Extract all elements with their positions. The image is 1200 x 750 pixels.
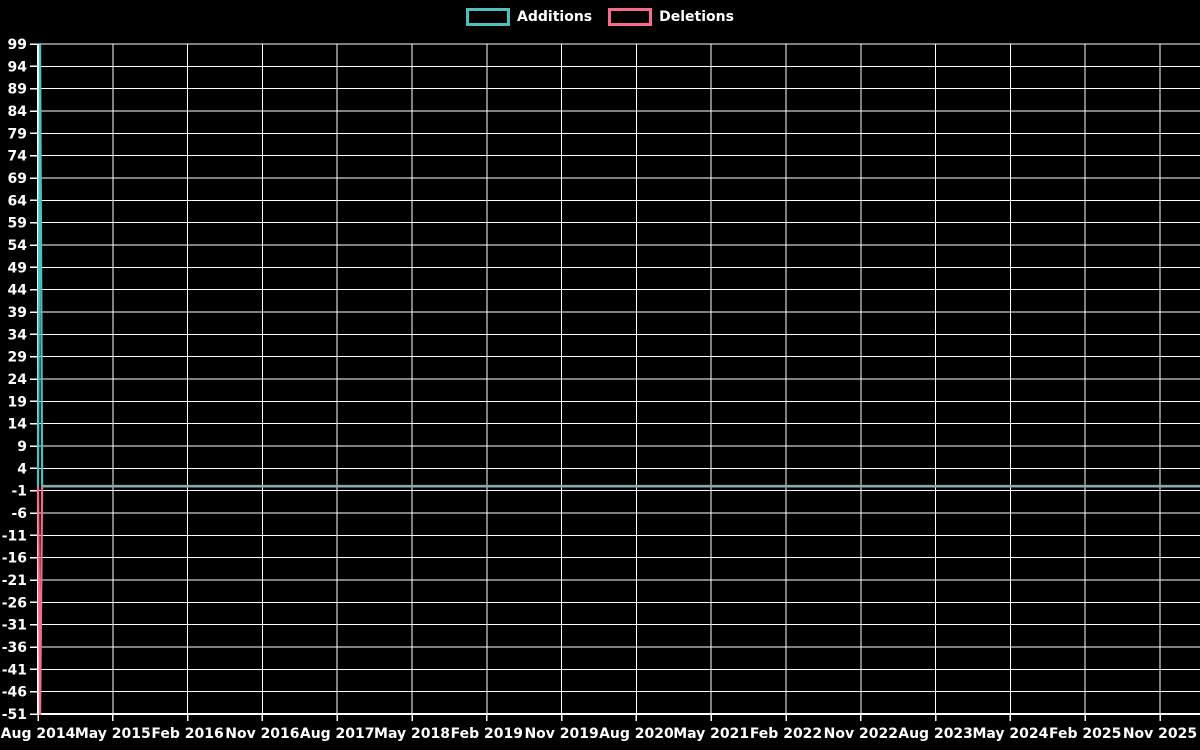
y-tick-label: 4 <box>17 461 27 477</box>
y-tick-label: 29 <box>8 350 27 366</box>
y-tick-label: -16 <box>2 551 27 567</box>
x-tick-label: Aug 2014 <box>1 726 76 742</box>
y-tick-label: -21 <box>2 573 27 589</box>
y-tick-label: -46 <box>2 685 27 701</box>
y-tick-label: 99 <box>8 37 27 53</box>
y-tick-label: 79 <box>8 126 27 142</box>
x-tick-label: Nov 2019 <box>524 726 598 742</box>
x-tick-label: May 2018 <box>374 726 450 742</box>
deletions-line <box>36 485 1200 716</box>
deletions-swatch-icon <box>608 8 653 26</box>
y-tick-label: 94 <box>8 59 28 75</box>
y-tick-label: -26 <box>2 595 27 611</box>
y-gridlines <box>38 43 1200 715</box>
y-tick-label: -6 <box>11 506 27 522</box>
y-tick-label: -1 <box>11 484 27 500</box>
y-tick-label: 19 <box>8 394 27 410</box>
x-tick-label: Feb 2019 <box>451 726 523 742</box>
series-lines <box>36 42 1200 716</box>
y-tick-label: 74 <box>8 149 28 165</box>
y-tick-label: 54 <box>8 238 28 254</box>
x-tick-label: Nov 2022 <box>824 726 898 742</box>
y-tick-label: 9 <box>17 439 27 455</box>
y-tick-label: 24 <box>8 372 28 388</box>
y-tick-label: 59 <box>8 216 27 232</box>
additions-line <box>36 42 1200 488</box>
x-tick-label: Feb 2022 <box>750 726 822 742</box>
x-tick-label: Feb 2016 <box>151 726 223 742</box>
x-axis-labels: Aug 2014 May 2015 Feb 2016 Nov 2016 Aug 2017… <box>1 726 1197 742</box>
y-tick-label: -51 <box>2 707 27 723</box>
x-gridlines <box>37 44 1161 714</box>
y-tick-label: 39 <box>8 305 27 321</box>
y-tick-label: -31 <box>2 618 27 634</box>
y-tick-label: -11 <box>2 528 27 544</box>
y-tick-label: 14 <box>8 417 28 433</box>
legend-label-additions: Additions <box>517 9 593 25</box>
x-tick-label: May 2021 <box>673 726 749 742</box>
legend-item-deletions[interactable]: Deletions <box>608 8 734 26</box>
additions-swatch-icon <box>466 8 511 26</box>
x-tick-label: Nov 2025 <box>1123 726 1197 742</box>
legend-label-deletions: Deletions <box>659 9 734 25</box>
x-tick-label: Feb 2025 <box>1049 726 1121 742</box>
y-tick-label: 49 <box>8 260 27 276</box>
y-tick-label: 89 <box>8 82 27 98</box>
legend-item-additions[interactable]: Additions <box>466 8 592 26</box>
x-tick-label: May 2024 <box>972 726 1048 742</box>
y-tick-label: -36 <box>2 640 27 656</box>
x-tick-label: Aug 2017 <box>300 726 375 742</box>
y-tick-label: 44 <box>8 283 28 299</box>
tick-marks <box>30 43 1161 721</box>
x-tick-label: Aug 2023 <box>898 726 973 742</box>
x-tick-label: Nov 2016 <box>225 726 299 742</box>
y-tick-label: 34 <box>8 327 28 343</box>
y-tick-label: -41 <box>2 662 27 678</box>
y-axis-labels: 99948984797469645954494439342924191494-1… <box>2 37 28 723</box>
x-tick-label: Aug 2020 <box>599 726 674 742</box>
y-tick-label: 69 <box>8 171 27 187</box>
chart-legend: Additions Deletions <box>0 8 1200 26</box>
x-tick-label: May 2015 <box>75 726 151 742</box>
y-tick-label: 84 <box>8 104 28 120</box>
y-tick-label: 64 <box>8 193 28 209</box>
